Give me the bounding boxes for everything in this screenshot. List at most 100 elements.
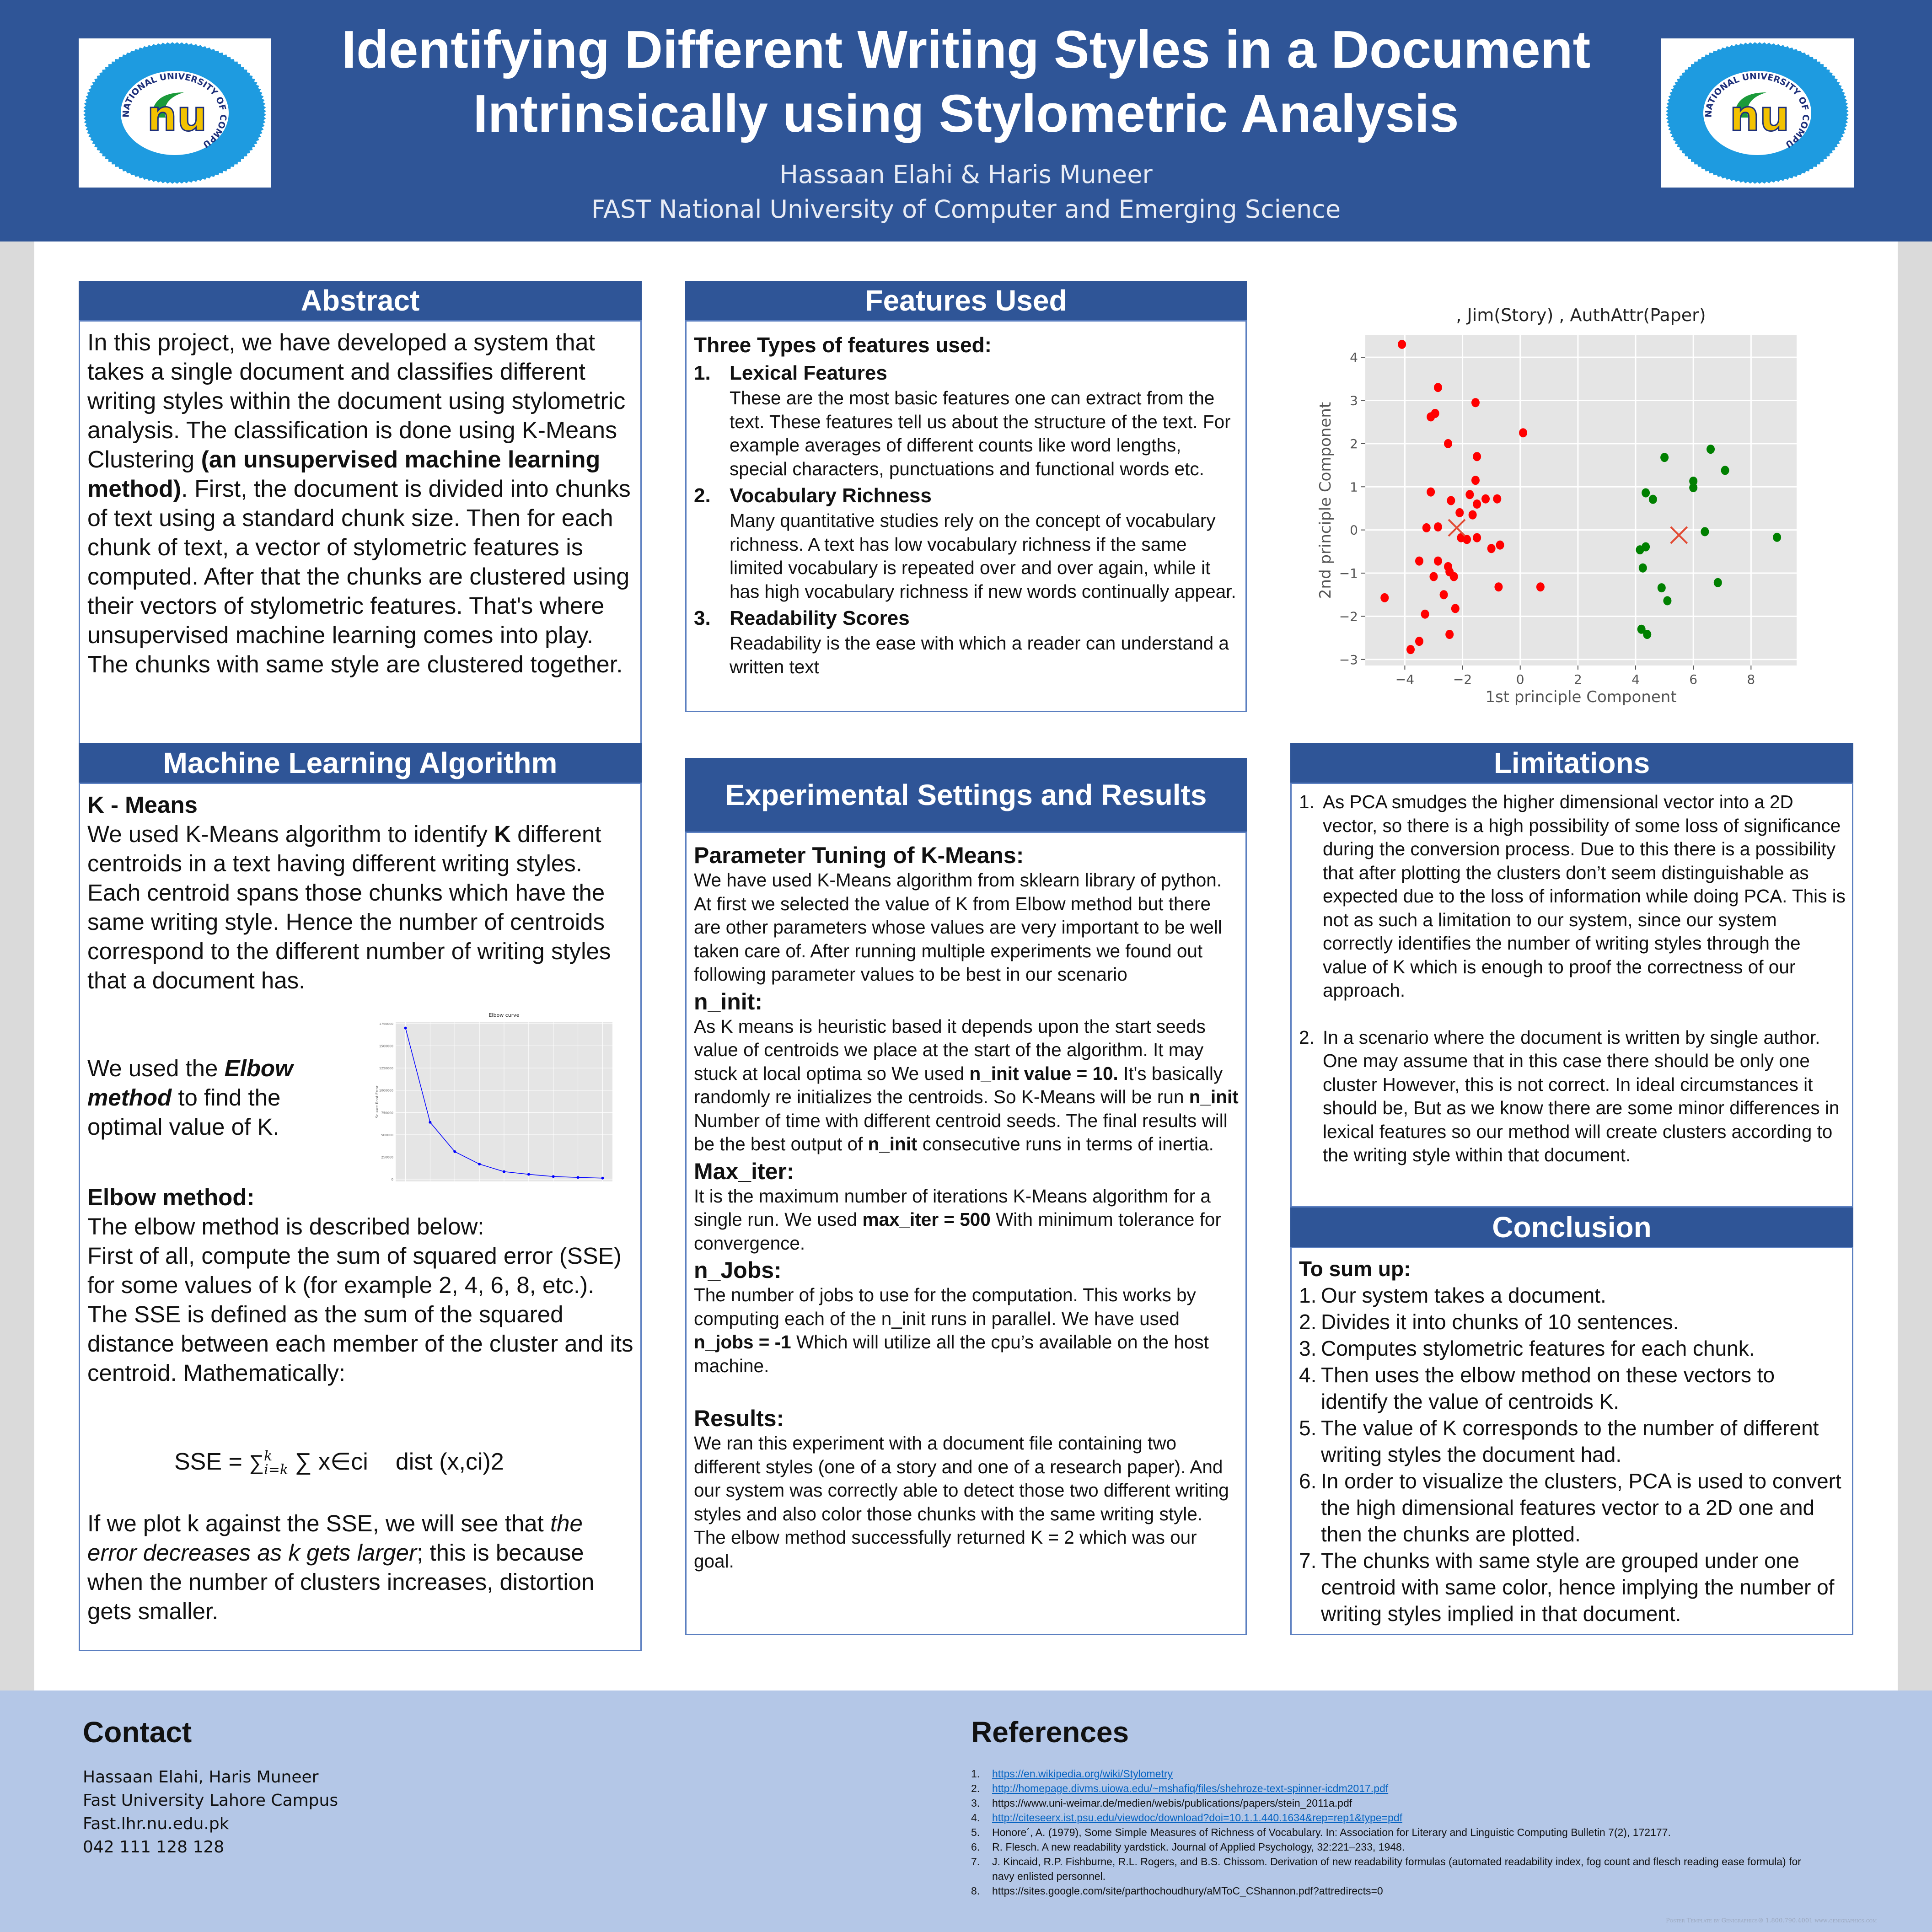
scatter-point-red bbox=[1433, 383, 1442, 392]
conclusion-number: 6. bbox=[1299, 1469, 1317, 1493]
text-segment: If we plot k against the SSE, we will se… bbox=[87, 1510, 551, 1537]
conclusion-number: 5. bbox=[1299, 1416, 1317, 1440]
y-tick-label: 2 bbox=[1350, 436, 1358, 451]
limitation-number: 2. bbox=[1299, 1026, 1315, 1048]
scatter-point-red bbox=[1487, 544, 1496, 553]
feature-item: 2. Vocabulary Richness Many quantitative s… bbox=[694, 483, 1239, 603]
pca-scatter-chart: −4 −2 0 2 4 6 8 −3 −2 −1 0 1 2 3 4 , Jim(Story) , AuthA… bbox=[1316, 305, 1797, 706]
scatter-point-red bbox=[1465, 490, 1474, 499]
text-segment: n_jobs = -1 bbox=[694, 1331, 791, 1352]
scatter-point-green bbox=[1642, 542, 1650, 552]
scatter-point-red bbox=[1398, 339, 1406, 349]
scatter-point-red bbox=[1415, 556, 1423, 566]
reference-item: 1. https://en.wikipedia.org/wiki/Stylomet… bbox=[971, 1766, 1808, 1781]
scatter-point-red bbox=[1427, 412, 1435, 422]
y-tick-label: −1 bbox=[1339, 566, 1358, 581]
logo-mark: nu bbox=[147, 91, 207, 140]
formula-dist: dist (x,ci)2 bbox=[395, 1449, 504, 1475]
elbow-conclusion: If we plot k against the SSE, we will se… bbox=[87, 1509, 634, 1626]
experiment-heading: Experimental Settings and Results bbox=[685, 758, 1247, 832]
x-tick-label: −2 bbox=[1453, 672, 1472, 687]
conclusion-item: 1. Our system takes a document. bbox=[1299, 1282, 1846, 1309]
x-tick-label: 8 bbox=[1747, 672, 1755, 687]
authors: Hassaan Elahi & Haris Muneer bbox=[779, 160, 1153, 189]
reference-item: 3. https://www.uni-weimar.de/medien/webis… bbox=[971, 1796, 1808, 1810]
text-segment: n_init value = 10. bbox=[969, 1063, 1118, 1084]
y-tick-label: 1 bbox=[1350, 479, 1358, 494]
elbow-method-body: First of all, compute the sum of squared… bbox=[87, 1243, 633, 1386]
elbow-point bbox=[601, 1176, 604, 1180]
conclusion-text: Computes stylometric features for each c… bbox=[1321, 1336, 1755, 1360]
conclusion-item: 6. In order to visualize the clusters, PC… bbox=[1299, 1468, 1846, 1547]
scatter-point-green bbox=[1648, 494, 1657, 504]
poster-footer: Contact Hassaan Elahi, Haris Muneer Fast … bbox=[0, 1690, 1932, 1932]
experiment-section-title: n_Jobs: bbox=[694, 1257, 782, 1283]
scatter-point-red bbox=[1455, 508, 1464, 517]
y-tick-label: −3 bbox=[1339, 652, 1358, 667]
reference-link[interactable]: https://en.wikipedia.org/wiki/Stylometry bbox=[992, 1768, 1173, 1780]
scatter-point-red bbox=[1468, 510, 1477, 520]
text-segment: consecutive runs in terms of inertia. bbox=[917, 1133, 1214, 1154]
limitations-list: 1. As PCA smudges the higher dimensional … bbox=[1299, 790, 1846, 1167]
conclusion-number: 1. bbox=[1299, 1283, 1317, 1307]
feature-description: Many quantitative studies rely on the co… bbox=[730, 510, 1236, 602]
limitations-panel: 1. As PCA smudges the higher dimensional … bbox=[1290, 783, 1853, 1208]
reference-link[interactable]: http://homepage.divms.uiowa.edu/~mshafiq… bbox=[992, 1782, 1389, 1794]
contact-line: Fast University Lahore Campus bbox=[83, 1791, 338, 1810]
feature-title: Lexical Features bbox=[730, 362, 887, 384]
scatter-point-red bbox=[1473, 499, 1481, 509]
logo-crescent bbox=[1734, 92, 1766, 118]
scatter-point-red bbox=[1422, 523, 1431, 532]
limitations-heading: Limitations bbox=[1290, 743, 1853, 783]
y-tick-label: 1750000 bbox=[379, 1022, 393, 1026]
formula-lhs: SSE = bbox=[174, 1449, 249, 1475]
elbow-method-desc: The elbow method is described below: bbox=[87, 1213, 484, 1240]
scatter-point-green bbox=[1689, 477, 1698, 486]
reference-link[interactable]: http://citeseerx.ist.psu.edu/viewdoc/dow… bbox=[992, 1812, 1402, 1824]
elbow-point bbox=[503, 1170, 505, 1173]
text-segment: ; this is because when the number of clu… bbox=[87, 1540, 595, 1625]
x-axis-label: 1st principle Component bbox=[1485, 688, 1676, 706]
contact-info: Hassaan Elahi, Haris Muneer Fast Universi… bbox=[83, 1766, 338, 1859]
conclusion-text: The value of K corresponds to the number… bbox=[1321, 1416, 1819, 1466]
conclusion-list: 1. Our system takes a document. 2. Divides … bbox=[1299, 1282, 1846, 1627]
x-tick-label: 0 bbox=[1516, 672, 1524, 687]
right-margin bbox=[1898, 242, 1932, 1690]
y-tick-label: 3 bbox=[1350, 393, 1358, 408]
feature-description: Readability is the ease with which a rea… bbox=[730, 633, 1229, 677]
ml-algorithm-heading: Machine Learning Algorithm bbox=[79, 743, 642, 783]
ml-algorithm-panel: K - Means We used K-Means algorithm to i… bbox=[79, 783, 642, 1651]
reference-number: 7. bbox=[971, 1856, 980, 1868]
reference-text: J. Kincaid, R.P. Fishburne, R.L. Rogers,… bbox=[992, 1856, 1801, 1882]
scatter-point-red bbox=[1493, 494, 1502, 504]
affiliation: FAST National University of Computer and… bbox=[591, 195, 1341, 224]
feature-item: 3. Readability Scores Readability is the e… bbox=[694, 605, 1239, 679]
chart-title: , Jim(Story) , AuthAttr(Paper) bbox=[1456, 305, 1706, 325]
scatter-point-red bbox=[1449, 572, 1458, 581]
text-segment: We have used K-Means algorithm from skle… bbox=[694, 869, 1222, 985]
scatter-point-red bbox=[1444, 439, 1453, 448]
reference-text: https://www.uni-weimar.de/medien/webis/p… bbox=[992, 1797, 1352, 1809]
reference-text: Honore´, A. (1979), Some Simple Measures… bbox=[992, 1826, 1671, 1838]
scatter-point-red bbox=[1471, 476, 1480, 485]
conclusion-text: The chunks with same style are grouped u… bbox=[1321, 1549, 1835, 1626]
experiment-section-title: Max_iter: bbox=[694, 1158, 794, 1184]
reference-number: 8. bbox=[971, 1885, 980, 1897]
poster-title-line-1: Identifying Different Writing Styles in … bbox=[341, 20, 1591, 79]
abstract-text: In this project, we have developed a sys… bbox=[87, 328, 634, 679]
y-tick-label: −2 bbox=[1339, 609, 1358, 624]
logo-crescent bbox=[152, 92, 184, 118]
feature-number: 1. bbox=[694, 362, 711, 384]
formula-sum: ∑ bbox=[249, 1450, 264, 1474]
x-tick-label: 4 bbox=[1631, 672, 1640, 687]
conclusion-number: 7. bbox=[1299, 1549, 1317, 1572]
conclusion-number: 3. bbox=[1299, 1336, 1317, 1360]
scatter-point-red bbox=[1433, 556, 1442, 566]
elbow-curve-chart: 1234567890250000500000750000100000012500… bbox=[375, 1012, 612, 1181]
scatter-point-red bbox=[1481, 494, 1490, 504]
reference-number: 1. bbox=[971, 1768, 980, 1780]
university-logo-right: NATIONAL UNIVERSITY OF COMPUTER & EMERGI… bbox=[1657, 31, 1854, 188]
scatter-point-green bbox=[1660, 453, 1669, 462]
scatter-point-green bbox=[1707, 445, 1715, 454]
y-axis-label: Square Root Error bbox=[375, 1085, 379, 1118]
